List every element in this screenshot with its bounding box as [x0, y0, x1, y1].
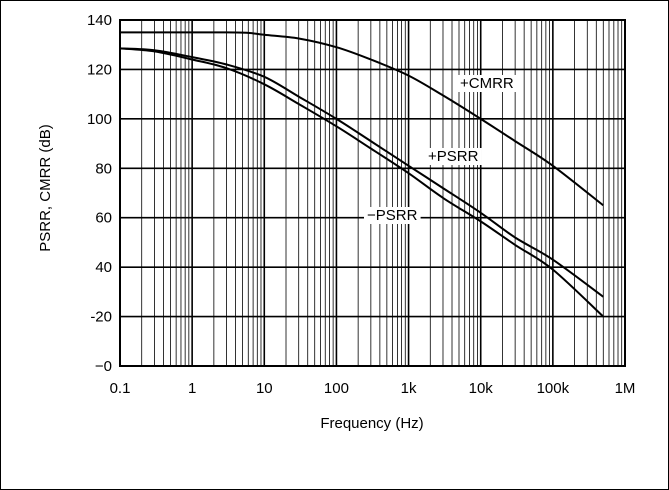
x-tick-label: 1	[188, 380, 196, 397]
x-tick-label: 100k	[537, 380, 570, 397]
curve-label-bg	[425, 148, 482, 165]
y-axis-title: PSRR, CMRR (dB)	[37, 124, 54, 252]
curve-label-bg	[457, 75, 517, 92]
x-tick-label: 1k	[401, 380, 417, 397]
x-tick-label: 10	[256, 380, 273, 397]
y-tick-labels: −0 -20 40 60 80 100 120 140	[87, 12, 112, 375]
series-line-cmrr	[120, 31, 604, 207]
y-tick-label: 80	[95, 160, 112, 177]
series-line-psrr	[119, 47, 604, 298]
curves	[119, 31, 604, 318]
x-tick-label: 0.1	[110, 380, 131, 397]
y-tick-label: 60	[95, 210, 112, 227]
y-tick-label: −0	[95, 358, 112, 375]
plot-border	[119, 19, 626, 367]
curve-labels: +CMRR +PSRR −PSRR	[364, 75, 517, 224]
y-tick-label: 100	[87, 111, 112, 128]
y-tick-label: 120	[87, 61, 112, 78]
curve-label-psrr: −PSRR	[367, 207, 418, 224]
curve-label-bg	[364, 207, 421, 224]
curve-label-cmrr: +CMRR	[460, 75, 514, 92]
x-tick-label: 1M	[615, 380, 636, 397]
x-axis-title: Frequency (Hz)	[320, 415, 423, 432]
y-tick-label: 40	[95, 259, 112, 276]
series-line-psrr	[119, 47, 604, 318]
minor-grid	[141, 20, 623, 366]
y-tick-label: -20	[90, 309, 112, 326]
curve-label-psrr: +PSRR	[428, 148, 479, 165]
x-tick-label: 10k	[469, 380, 494, 397]
x-tick-labels: 0.1 1 10 100 1k 10k 100k 1M	[110, 380, 636, 397]
x-tick-label: 100	[324, 380, 349, 397]
y-tick-label: 140	[87, 12, 112, 29]
